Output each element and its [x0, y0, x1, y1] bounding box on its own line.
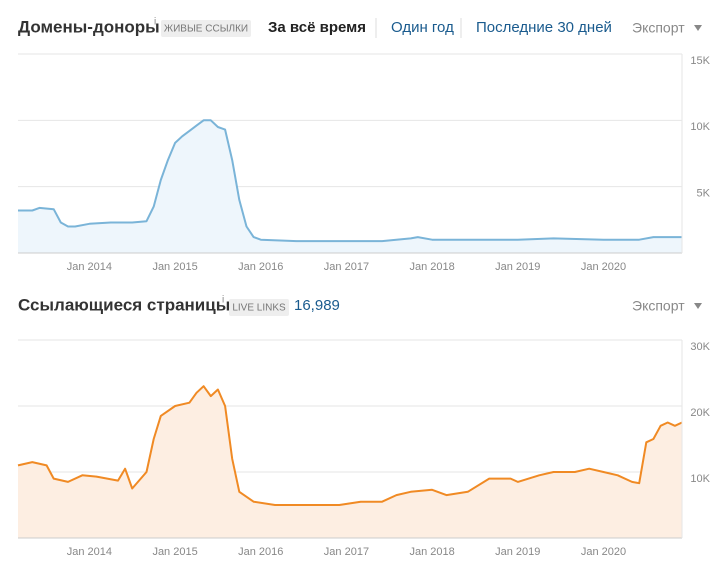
x-tick-label: Jan 2014 [67, 546, 112, 558]
tab[interactable]: Один год [391, 19, 454, 36]
x-tick-label: Jan 2019 [495, 261, 540, 273]
y-tick-label: 15K [690, 55, 710, 67]
y-tick-label: 30K [690, 341, 710, 353]
x-tick-label: Jan 2017 [324, 261, 369, 273]
y-tick-label: 10K [690, 473, 710, 485]
x-tick-label: Jan 2019 [495, 546, 540, 558]
total: 16,989 [294, 297, 340, 314]
tab[interactable]: За всё время [268, 19, 366, 36]
dropdown-arrow[interactable] [694, 25, 702, 31]
area-fill [18, 120, 682, 253]
x-tick-label: Jan 2018 [409, 546, 454, 558]
x-tick-label: Jan 2020 [581, 261, 626, 273]
x-tick-label: Jan 2015 [152, 261, 197, 273]
y-tick-label: 20K [690, 407, 710, 419]
x-tick-label: Jan 2020 [581, 546, 626, 558]
y-tick-label: 5K [697, 188, 711, 200]
badge-bg [229, 299, 289, 316]
x-tick-label: Jan 2015 [152, 546, 197, 558]
line [17, 385, 683, 506]
line [18, 119, 682, 243]
info-icon: i [154, 17, 156, 28]
x-tick-label: Jan 2016 [238, 261, 283, 273]
x-tick-label: Jan 2018 [409, 261, 454, 273]
section-title: Домены-доноры [18, 17, 160, 36]
badge: ЖИВЫЕ ССЫЛКИ [164, 24, 248, 35]
x-tick-label: Jan 2017 [324, 546, 369, 558]
info-icon: i [222, 295, 224, 306]
section-title: Ссылающиеся страницы [18, 295, 230, 314]
area-fill [18, 386, 682, 538]
y-tick-label: 10K [690, 121, 710, 133]
export[interactable]: Экспорт [632, 298, 685, 314]
x-tick-label: Jan 2014 [67, 261, 112, 273]
badge-bg [161, 20, 251, 37]
x-tick-label: Jan 2016 [238, 546, 283, 558]
export[interactable]: Экспорт [632, 20, 685, 36]
dropdown-arrow[interactable] [694, 303, 702, 309]
tab[interactable]: Последние 30 дней [476, 19, 612, 36]
badge: LIVE LINKS [232, 303, 286, 314]
